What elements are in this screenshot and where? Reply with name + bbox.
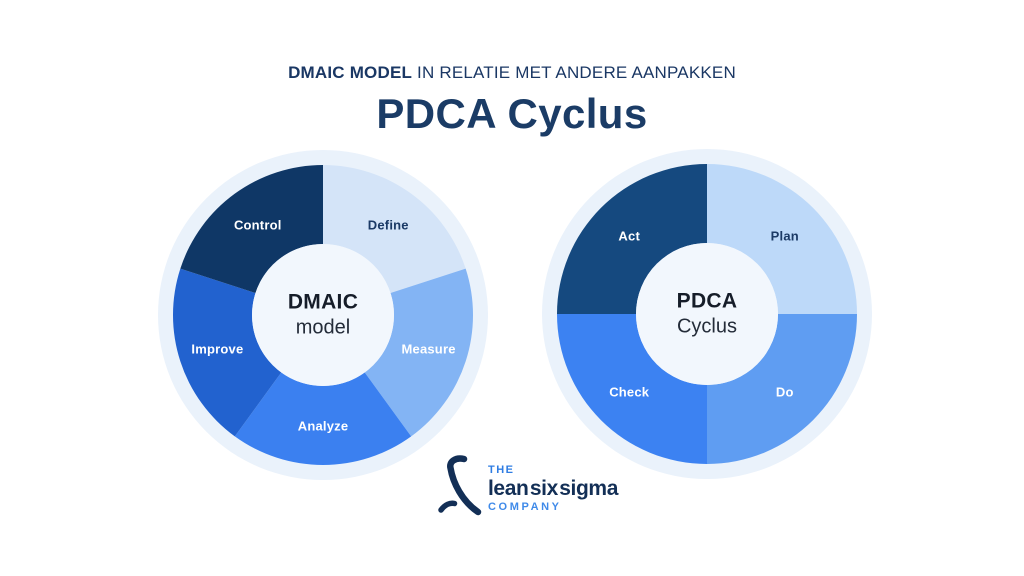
logo-the: THE bbox=[488, 464, 515, 476]
subtitle-emphasis: DMAIC MODEL bbox=[288, 63, 413, 82]
donut-segment-do bbox=[707, 314, 857, 464]
lambda-logo-icon bbox=[438, 455, 482, 516]
subtitle: DMAIC MODEL IN RELATIE MET ANDERE AANPAK… bbox=[0, 63, 1024, 83]
lean-six-sigma-logo: THE lean six sigma COMPANY bbox=[437, 455, 618, 519]
donut-segment-improve bbox=[173, 268, 282, 437]
dmaic-donut-svg bbox=[158, 150, 488, 480]
logo-company: COMPANY bbox=[488, 501, 562, 514]
donut-segment-measure bbox=[364, 268, 473, 437]
subtitle-rest: IN RELATIE MET ANDERE AANPAKKEN bbox=[412, 63, 736, 82]
pdca-donut-svg bbox=[542, 149, 872, 479]
dmaic-center-circle bbox=[252, 244, 394, 386]
pdca-center-circle bbox=[636, 243, 778, 385]
donut-segment-plan bbox=[707, 164, 857, 314]
lambda-main-stroke bbox=[447, 455, 482, 516]
donut-segment-act bbox=[557, 164, 707, 314]
logo-text: THE lean six sigma COMPANY bbox=[488, 455, 618, 513]
page-title: PDCA Cyclus bbox=[376, 90, 648, 137]
donut-segment-check bbox=[557, 314, 707, 464]
logo-brand: lean six sigma bbox=[488, 477, 618, 500]
donut-segment-control bbox=[180, 165, 323, 294]
donut-segment-define bbox=[323, 165, 466, 294]
donut-segment-analyze bbox=[234, 372, 412, 465]
pdca-donut-chart: PDCA Cyclus Plan Do Check Act bbox=[539, 146, 875, 482]
lambda-leg-stroke bbox=[438, 500, 458, 513]
dmaic-donut-chart: DMAIC model Define Measure Analyze Improve C… bbox=[155, 147, 491, 483]
